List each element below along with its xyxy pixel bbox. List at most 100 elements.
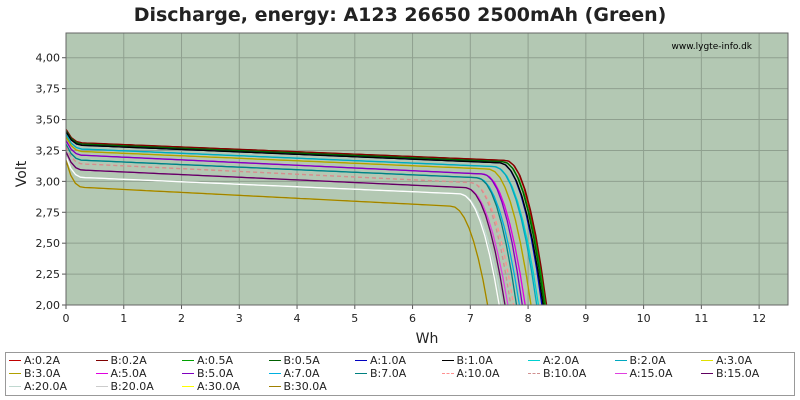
legend-label: A:15.0A bbox=[629, 367, 673, 380]
legend-swatch bbox=[9, 372, 21, 374]
legend-item: B:0.5A bbox=[268, 354, 320, 368]
legend-item: B:0.2A bbox=[95, 354, 147, 368]
legend-label: B:5.0A bbox=[197, 367, 234, 380]
legend-item: A:30.0A bbox=[182, 380, 240, 394]
legend-label: A:0.5A bbox=[197, 354, 234, 367]
legend-item: B:3.0A bbox=[9, 367, 60, 381]
legend-item: A:0.5A bbox=[182, 354, 233, 368]
y-tick-label: 3,00 bbox=[36, 175, 61, 188]
legend-item: A:1.0A bbox=[355, 354, 406, 368]
y-axis-label: Volt bbox=[14, 160, 30, 187]
plot-frame bbox=[65, 32, 789, 306]
legend-swatch bbox=[528, 372, 540, 374]
legend-item: B:10.0A bbox=[528, 367, 586, 381]
legend-label: A:20.0A bbox=[24, 380, 68, 393]
x-tick-label: 2 bbox=[178, 312, 185, 325]
legend-swatch bbox=[9, 359, 21, 361]
series-line-b-3-0a bbox=[65, 136, 532, 306]
discharge-chart: 0 1 2 3 4 5 6 7 8 9 10 11 122,002,252,502,753,003,25… bbox=[14, 32, 789, 347]
legend: A:0.2A B:0.2A A:0.5A B:0.5A A:1.0A B:1.0A A:2.… bbox=[5, 352, 795, 396]
chart-title: Discharge, energy: A123 26650 2500mAh (G… bbox=[133, 4, 667, 26]
series-line-b-10-0a bbox=[65, 146, 512, 306]
x-tick-label: 4 bbox=[294, 312, 301, 325]
series-line-b-7-0a bbox=[65, 143, 518, 306]
x-tick-label: 5 bbox=[351, 312, 358, 325]
watermark: www.lygte-info.dk bbox=[672, 42, 753, 52]
y-tick-label: 2,00 bbox=[36, 299, 61, 312]
legend-item: B:2.0A bbox=[614, 354, 666, 368]
legend-item: A:2.0A bbox=[528, 354, 579, 368]
legend-swatch bbox=[701, 359, 713, 361]
y-tick-label: 3,75 bbox=[36, 83, 61, 96]
x-tick-label: 9 bbox=[582, 312, 589, 325]
legend-item: B:15.0A bbox=[701, 367, 759, 381]
grid-lines bbox=[65, 33, 788, 306]
legend-swatch bbox=[182, 359, 194, 361]
legend-swatch bbox=[441, 372, 454, 374]
legend-swatch bbox=[441, 359, 454, 361]
legend-label: A:1.0A bbox=[370, 354, 407, 367]
legend-item: A:15.0A bbox=[614, 367, 673, 381]
legend-swatch bbox=[614, 372, 627, 374]
x-tick-label: 3 bbox=[236, 312, 243, 325]
x-tick-label: 12 bbox=[752, 312, 766, 325]
legend-swatch bbox=[95, 372, 108, 374]
x-tick-label: 8 bbox=[525, 312, 532, 325]
legend-label: A:3.0A bbox=[716, 354, 753, 367]
legend-label: B:3.0A bbox=[24, 367, 61, 380]
series-line-b-0-2a bbox=[65, 129, 548, 306]
y-tick-label: 2,50 bbox=[36, 237, 61, 250]
legend-label: B:0.5A bbox=[283, 354, 320, 367]
y-tick-label: 2,75 bbox=[36, 206, 61, 219]
y-tick-label: 3,50 bbox=[36, 114, 61, 127]
legend-swatch bbox=[268, 359, 281, 361]
y-tick-label: 3,25 bbox=[36, 144, 61, 157]
series-line-b-2-0a bbox=[65, 134, 538, 306]
series-line-b-30-0a bbox=[65, 160, 489, 306]
legend-swatch bbox=[95, 385, 108, 387]
legend-label: B:7.0A bbox=[370, 367, 407, 380]
legend-swatch bbox=[268, 372, 281, 374]
legend-label: B:15.0A bbox=[716, 367, 760, 380]
legend-label: B:10.0A bbox=[543, 367, 587, 380]
legend-label: A:7.0A bbox=[283, 367, 320, 380]
legend-label: A:0.2A bbox=[24, 354, 61, 367]
legend-label: B:2.0A bbox=[629, 354, 666, 367]
legend-item: A:3.0A bbox=[701, 354, 752, 368]
series-layer bbox=[65, 129, 548, 306]
legend-swatch bbox=[701, 372, 713, 374]
legend-swatch bbox=[528, 359, 540, 361]
legend-label: B:30.0A bbox=[283, 380, 327, 393]
legend-item: B:20.0A bbox=[95, 380, 154, 394]
legend-label: B:20.0A bbox=[110, 380, 154, 393]
legend-label: A:5.0A bbox=[110, 367, 147, 380]
legend-swatch bbox=[182, 385, 194, 387]
x-tick-label: 0 bbox=[63, 312, 70, 325]
legend-label: A:2.0A bbox=[543, 354, 580, 367]
x-axis-label: Wh bbox=[416, 331, 439, 347]
y-tick-label: 2,25 bbox=[36, 268, 61, 281]
series-line-b-20-0a bbox=[65, 156, 500, 306]
legend-swatch bbox=[182, 372, 194, 374]
legend-item: B:5.0A bbox=[182, 367, 233, 381]
legend-swatch bbox=[355, 359, 367, 361]
legend-swatch bbox=[355, 372, 367, 374]
legend-item: A:0.2A bbox=[9, 354, 60, 368]
legend-swatch bbox=[614, 359, 627, 361]
y-tick-label: 4,00 bbox=[36, 52, 61, 65]
legend-item: A:7.0A bbox=[268, 367, 320, 381]
legend-label: A:30.0A bbox=[197, 380, 241, 393]
legend-label: B:0.2A bbox=[110, 354, 147, 367]
x-tick-label: 11 bbox=[694, 312, 708, 325]
x-tick-label: 10 bbox=[637, 312, 651, 325]
x-tick-label: 6 bbox=[409, 312, 416, 325]
legend-swatch bbox=[9, 385, 21, 387]
x-tick-label: 1 bbox=[120, 312, 127, 325]
legend-label: A:10.0A bbox=[456, 367, 500, 380]
plot-area bbox=[65, 32, 789, 306]
legend-swatch bbox=[95, 359, 108, 361]
legend-item: B:1.0A bbox=[441, 354, 493, 368]
legend-item: B:30.0A bbox=[268, 380, 327, 394]
x-tick-label: 7 bbox=[467, 312, 474, 325]
legend-item: B:7.0A bbox=[355, 367, 406, 381]
